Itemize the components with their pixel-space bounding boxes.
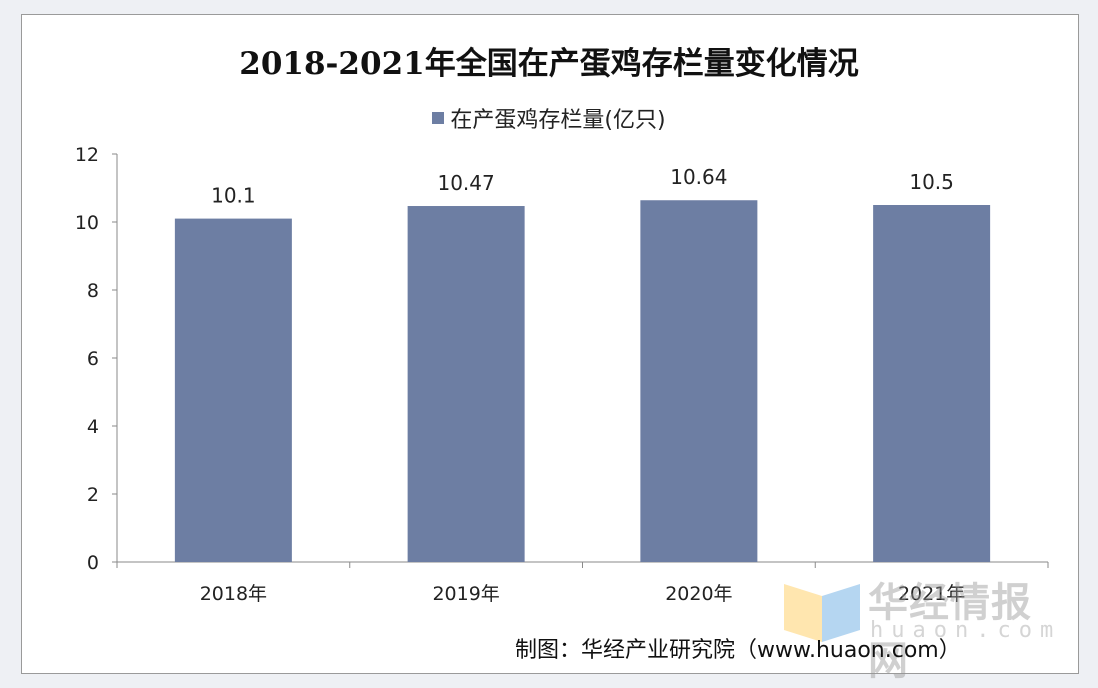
y-tick-label: 12: [75, 144, 99, 166]
watermark-brand: 华经情报网: [868, 580, 1032, 684]
x-tick-label: 2018年: [200, 583, 267, 605]
data-label: 10.47: [437, 171, 494, 195]
data-label: 10.64: [670, 165, 727, 189]
bar: [873, 205, 991, 562]
bar: [174, 218, 292, 562]
data-label: 10.5: [909, 170, 954, 194]
legend-label: 在产蛋鸡存栏量(亿只): [450, 108, 666, 133]
bar: [407, 206, 525, 562]
watermark-logo-icon: [784, 584, 860, 642]
x-tick-label: 2020年: [665, 583, 732, 605]
watermark: 华经情报网 huaon.com: [782, 570, 1072, 684]
y-tick-label: 8: [87, 280, 99, 302]
x-tick-label: 2019年: [432, 583, 499, 605]
y-tick-label: 6: [87, 348, 99, 370]
watermark-url: huaon.com: [870, 618, 1062, 643]
data-label: 10.1: [211, 184, 256, 208]
legend-swatch: [432, 112, 445, 124]
y-tick-label: 2: [87, 484, 99, 506]
legend: 在产蛋鸡存栏量(亿只): [0, 102, 1098, 134]
chart-title: 2018-2021年全国在产蛋鸡存栏量变化情况: [239, 46, 859, 82]
y-tick-label: 10: [75, 212, 99, 234]
y-tick-label: 0: [87, 552, 99, 574]
bar: [640, 200, 758, 563]
source-note: 制图：华经产业研究院（www.huaon.com）: [515, 638, 961, 663]
y-tick-label: 4: [87, 416, 99, 438]
x-tick-label: 2021年: [898, 583, 965, 605]
